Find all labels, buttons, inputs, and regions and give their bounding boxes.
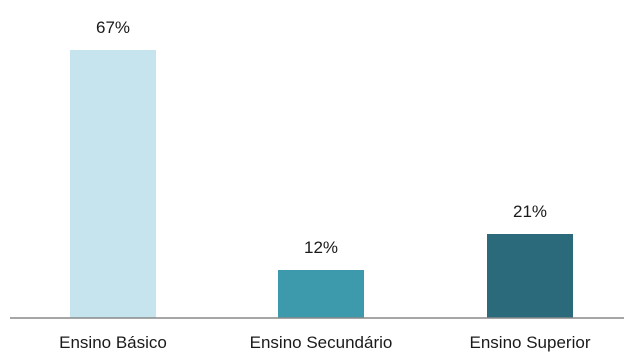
data-label-1: 67% (96, 18, 130, 37)
category-label-1: Ensino Básico (59, 333, 167, 352)
data-label-2: 12% (304, 238, 338, 257)
bars-layer (70, 50, 573, 318)
category-label-3: Ensino Superior (470, 333, 591, 352)
data-label-3: 21% (513, 202, 547, 221)
bar-2 (278, 270, 364, 318)
data-labels-layer: 67% 12% 21% (96, 18, 547, 257)
bar-1 (70, 50, 156, 318)
category-labels-layer: Ensino Básico Ensino Secundário Ensino Sup… (59, 333, 591, 352)
category-label-2: Ensino Secundário (250, 333, 393, 352)
bar-3 (487, 234, 573, 318)
